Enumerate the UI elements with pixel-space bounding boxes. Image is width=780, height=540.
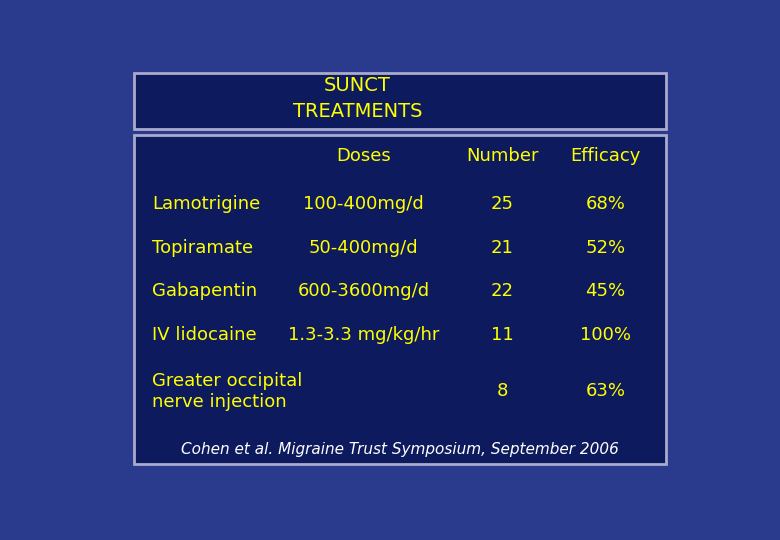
Text: 11: 11 (491, 326, 514, 344)
Text: IV lidocaine: IV lidocaine (152, 326, 257, 344)
Text: Efficacy: Efficacy (570, 147, 640, 165)
Text: Doses: Doses (336, 147, 391, 165)
Text: 100%: 100% (580, 326, 631, 344)
Text: Topiramate: Topiramate (152, 239, 253, 256)
Text: 8: 8 (497, 382, 509, 400)
FancyBboxPatch shape (134, 136, 666, 464)
Text: 50-400mg/d: 50-400mg/d (309, 239, 418, 256)
Text: 22: 22 (491, 282, 514, 300)
Text: SUNCT: SUNCT (324, 76, 391, 95)
Text: 25: 25 (491, 195, 514, 213)
Text: Gabapentin: Gabapentin (152, 282, 257, 300)
Text: TREATMENTS: TREATMENTS (292, 102, 422, 121)
Text: Lamotrigine: Lamotrigine (152, 195, 261, 213)
Text: 100-400mg/d: 100-400mg/d (303, 195, 424, 213)
Text: 45%: 45% (585, 282, 626, 300)
Text: 600-3600mg/d: 600-3600mg/d (297, 282, 430, 300)
Text: 63%: 63% (585, 382, 626, 400)
Text: 52%: 52% (585, 239, 626, 256)
Text: Cohen et al. Migraine Trust Symposium, September 2006: Cohen et al. Migraine Trust Symposium, S… (181, 442, 619, 457)
Text: 1.3-3.3 mg/kg/hr: 1.3-3.3 mg/kg/hr (288, 326, 439, 344)
Text: Greater occipital
nerve injection: Greater occipital nerve injection (152, 372, 303, 410)
Text: 21: 21 (491, 239, 514, 256)
Text: 68%: 68% (585, 195, 626, 213)
Text: Number: Number (466, 147, 539, 165)
FancyBboxPatch shape (134, 73, 666, 129)
